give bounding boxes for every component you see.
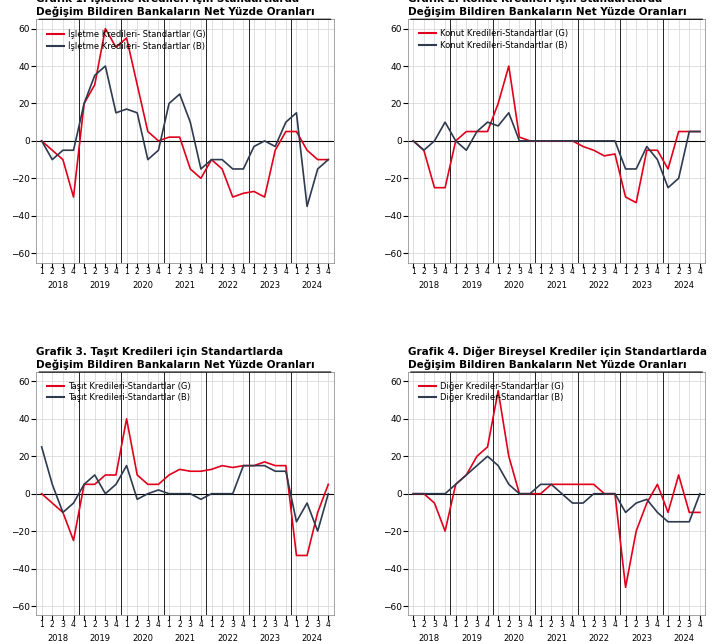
Legend: Konut Kredileri-Standartlar (G), Konut Kredileri-Standartlar (B): Konut Kredileri-Standartlar (G), Konut K… [418, 28, 569, 51]
Text: 2019: 2019 [89, 634, 111, 641]
Text: 2021: 2021 [174, 634, 196, 641]
Text: 2019: 2019 [461, 634, 482, 641]
Text: 2022: 2022 [217, 281, 238, 290]
Text: 2024: 2024 [302, 281, 323, 290]
Text: 2023: 2023 [260, 281, 281, 290]
Legend: Diğer Krediler-Standartlar (G), Diğer Krediler-Standartlar (B): Diğer Krediler-Standartlar (G), Diğer Kr… [418, 381, 565, 403]
Legend: Taşıt Kredileri-Standartlar (G), Taşıt Kredileri-Standartlar (B): Taşıt Kredileri-Standartlar (G), Taşıt K… [47, 381, 192, 403]
Text: 2021: 2021 [174, 281, 196, 290]
Text: Grafik 3. Taşıt Kredileri için Standartlarda
Değişim Bildiren Bankaların Net Yüz: Grafik 3. Taşıt Kredileri için Standartl… [36, 347, 315, 370]
Text: 2018: 2018 [419, 634, 440, 641]
Text: 2018: 2018 [419, 281, 440, 290]
Text: Grafik 2. Konut Kredileri için Standartlarda
Değişim Bildiren Bankaların Net Yüz: Grafik 2. Konut Kredileri için Standartl… [408, 0, 686, 17]
Text: 2018: 2018 [47, 281, 68, 290]
Text: 2022: 2022 [589, 634, 609, 641]
Text: 2020: 2020 [504, 281, 525, 290]
Text: 2024: 2024 [673, 281, 694, 290]
Text: 2018: 2018 [47, 634, 68, 641]
Text: 2022: 2022 [217, 634, 238, 641]
Text: 2020: 2020 [132, 634, 153, 641]
Text: 2023: 2023 [631, 634, 652, 641]
Text: 2019: 2019 [461, 281, 482, 290]
Text: 2020: 2020 [504, 634, 525, 641]
Text: 2022: 2022 [589, 281, 609, 290]
Text: 2021: 2021 [546, 281, 567, 290]
Text: 2019: 2019 [89, 281, 111, 290]
Legend: İşletme Kredileri- Standartlar (G), İşletme Kredileri- Standartlar (B): İşletme Kredileri- Standartlar (G), İşle… [47, 28, 206, 52]
Text: 2024: 2024 [302, 634, 323, 641]
Text: 2023: 2023 [631, 281, 652, 290]
Text: 2023: 2023 [260, 634, 281, 641]
Text: Grafik 1. İşletme Kredileri için Standartlarda
Değişim Bildiren Bankaların Net Y: Grafik 1. İşletme Kredileri için Standar… [36, 0, 315, 17]
Text: 2020: 2020 [132, 281, 153, 290]
Text: Grafik 4. Diğer Bireysel Krediler için Standartlarda
Değişim Bildiren Bankaların: Grafik 4. Diğer Bireysel Krediler için S… [408, 346, 707, 370]
Text: 2021: 2021 [546, 634, 567, 641]
Text: 2024: 2024 [673, 634, 694, 641]
